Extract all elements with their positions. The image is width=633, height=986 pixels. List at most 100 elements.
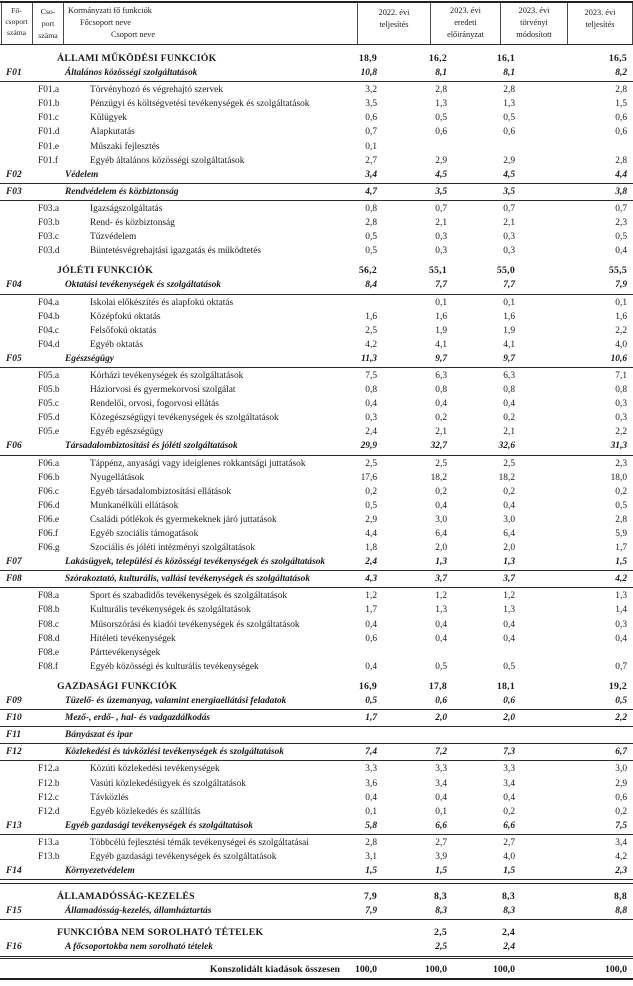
row-name: Konszolidált kiadások összesen [209,963,340,975]
row-value: 100,0 [424,963,447,975]
header-bottom-border [0,44,633,45]
row-value: 4,1 [435,339,447,350]
table-row: F05.c Rendelői, orvosi, fogorvosi ellátás… [0,397,633,411]
table-row: F12.d Egyéb közlekedés és szállítás 0,1 0,1… [0,805,633,819]
row-code: F13 [6,820,22,831]
row-value: 2,4 [502,927,515,939]
row-code: F14 [6,866,22,877]
row-value: 2,0 [435,543,447,554]
row-value: 0,2 [615,806,627,817]
row-code: F11 [6,730,22,741]
row-value: 6,4 [503,529,515,539]
row-value: 0,2 [615,486,627,497]
row-value: 1,5 [435,866,447,877]
row-value: 2,1 [435,218,447,229]
row-value: 18,1 [496,680,515,692]
row-name: Kulturális tevékenységek és szolgáltatás… [90,605,251,616]
row-value: 6,6 [435,820,447,831]
row-code: F05 [6,353,22,364]
row-value: 0,4 [503,500,515,511]
header-col-2023-teljesites: 2023. évi teljesítés [568,3,632,31]
row-value: 2,1 [503,427,515,438]
row-value: 3,6 [365,778,377,789]
row-value: 1,3 [615,591,627,602]
table-row: ÁLLAMADÓSSÁG-KEZELÉS 7,9 8,3 8,3 8,8 [0,890,633,904]
row-code: F04.b [38,311,60,322]
header-text-line: törvényi [520,18,548,27]
table-row: F04.b Középfokú oktatás 1,6 1,6 1,6 1,6 [0,310,633,324]
header-text-line: Cso- [40,7,56,16]
row-value: 11,3 [361,353,377,364]
row-value: 2,9 [503,155,515,166]
row-value: 3,7 [503,574,515,585]
row-value: 9,7 [503,353,515,364]
row-value: 16,2 [428,53,447,64]
row-value: 0,2 [503,486,515,497]
table-row: F01.c Külügyek 0,6 0,5 0,5 0,6 [0,111,633,125]
row-value: 4,2 [615,574,627,585]
row-name: Egyéb társadalombiztosítási ellátások [90,486,232,497]
row-value: 2,0 [435,713,447,724]
table-row: F05.d Közegészségügyi tevékenységek és sz… [0,411,633,425]
row-value: 7,2 [435,747,447,758]
row-value: 1,6 [365,311,377,322]
row-value: 2,8 [365,837,377,848]
header-divider [1,3,2,44]
row-value: 0,3 [435,246,447,257]
row-value: 1,2 [365,591,377,602]
row-value: 4,4 [365,529,377,539]
row-value: 2,8 [615,85,627,96]
row-value: 0,4 [615,633,627,644]
row-name: Egészségügy [65,353,114,364]
row-name: Egyéb oktatás [90,339,143,350]
horizontal-rule [0,743,633,745]
row-value: 8,1 [435,68,447,79]
table-row: F05.b Háziorvosi és gyermekorvosi szolgál… [0,383,633,397]
row-name: Alapkutatás [90,127,135,138]
row-value: 2,1 [503,218,515,229]
header-text-line: 2022. évi [378,8,410,17]
row-value: 0,1 [615,297,627,308]
row-value: 3,3 [365,764,377,775]
row-name: Iskolai előkészítés és alapfokú oktatás [90,297,234,308]
table-row: F01.d Alapkutatás 0,7 0,6 0,6 0,6 [0,125,633,139]
table-row: F12.c Távközlés 0,4 0,4 0,4 0,6 [0,791,633,805]
row-code: F01.f [38,155,59,166]
table-row: F04.c Felsőfokú oktatás 2,5 1,9 1,9 2,2 [0,324,633,338]
row-value: 2,8 [615,514,627,525]
row-code: F01.b [38,99,60,110]
row-value: 8,3 [434,891,447,903]
row-value: 0,4 [365,661,377,672]
row-value: 9,7 [435,353,447,364]
row-name: Védelem [65,169,99,180]
row-value: 1,6 [503,311,515,322]
row-value: 6,3 [435,370,447,381]
row-value: 2,3 [615,458,627,469]
row-code: F08.f [38,661,59,672]
row-code: F01.c [38,113,60,124]
header-text-line: Fő- [11,6,22,15]
row-code: F12.d [38,806,60,817]
row-name: Kórházi tevékenységek és szolgáltatások [90,370,244,381]
header-col-2023-eredeti-eloiranyzat: 2023. évi eredeti előirányzat [431,3,500,41]
header-divider [567,3,568,44]
row-name: A főcsoportokba nem sorolható tételek [65,942,213,953]
row-code: F13.b [38,851,60,862]
header-divider [357,3,358,44]
row-value: 100,0 [492,963,515,975]
row-value: 18,9 [358,53,377,64]
row-value: 2,9 [615,778,627,789]
row-value: 3,5 [435,186,447,197]
row-name: Bányászat és ipar [65,730,133,741]
row-name: Felsőfokú oktatás [90,325,157,336]
row-value: 0,3 [435,232,447,243]
row-name: Táppénz, anyasági vagy ideiglenes rokkan… [90,458,306,469]
row-value: 3,0 [435,514,447,525]
row-value: 0,7 [365,127,377,138]
row-name: Tűzvédelem [90,232,137,243]
row-code: F16 [6,942,22,953]
table-row: F08.a Sport és szabadidős tevékenységek é… [0,589,633,603]
row-value: 0,5 [365,232,377,243]
header-text-line: port [41,19,55,28]
row-value: 2,3 [615,218,627,229]
